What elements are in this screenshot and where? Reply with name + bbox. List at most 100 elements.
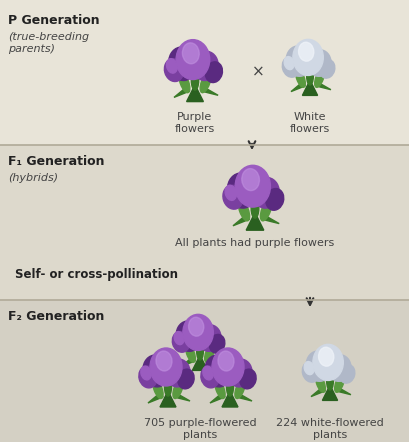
Bar	[0, 300, 409, 442]
Polygon shape	[321, 385, 337, 400]
Text: F₁ Generation: F₁ Generation	[8, 155, 104, 168]
Ellipse shape	[204, 344, 214, 362]
Polygon shape	[209, 393, 225, 403]
Ellipse shape	[307, 50, 330, 76]
Polygon shape	[192, 355, 207, 370]
Text: Purple
flowers: Purple flowers	[175, 112, 215, 133]
Ellipse shape	[285, 46, 310, 76]
Ellipse shape	[198, 325, 220, 351]
Text: F₂ Generation: F₂ Generation	[8, 310, 104, 323]
Ellipse shape	[211, 348, 243, 386]
Polygon shape	[173, 393, 189, 401]
Ellipse shape	[238, 200, 249, 221]
Ellipse shape	[214, 380, 225, 399]
Polygon shape	[173, 87, 189, 97]
Ellipse shape	[200, 366, 219, 388]
Polygon shape	[290, 82, 305, 91]
Polygon shape	[221, 391, 237, 407]
Ellipse shape	[227, 173, 256, 208]
Polygon shape	[148, 393, 163, 403]
Ellipse shape	[239, 369, 256, 389]
Polygon shape	[180, 357, 195, 366]
Ellipse shape	[318, 347, 333, 366]
Polygon shape	[186, 85, 203, 102]
Ellipse shape	[315, 374, 324, 392]
Polygon shape	[205, 357, 220, 365]
Bar	[0, 0, 409, 145]
Ellipse shape	[301, 362, 319, 382]
Ellipse shape	[176, 321, 200, 351]
Ellipse shape	[139, 366, 157, 388]
Ellipse shape	[141, 366, 151, 380]
Ellipse shape	[334, 374, 344, 392]
Polygon shape	[315, 82, 330, 90]
Ellipse shape	[260, 200, 271, 221]
Ellipse shape	[303, 362, 313, 375]
Ellipse shape	[306, 68, 312, 85]
Polygon shape	[310, 387, 324, 396]
Ellipse shape	[155, 351, 172, 371]
Text: 224 white-flowered
plants: 224 white-flowered plants	[275, 418, 383, 440]
Ellipse shape	[292, 39, 323, 76]
Ellipse shape	[235, 165, 270, 207]
Ellipse shape	[339, 364, 354, 383]
Ellipse shape	[176, 40, 209, 80]
Polygon shape	[261, 215, 279, 224]
Ellipse shape	[172, 332, 189, 352]
Ellipse shape	[143, 355, 169, 387]
Ellipse shape	[166, 59, 177, 73]
Polygon shape	[302, 80, 317, 95]
Polygon shape	[236, 393, 252, 401]
Ellipse shape	[150, 348, 182, 386]
Ellipse shape	[227, 359, 252, 387]
Text: (hybrids): (hybrids)	[8, 173, 58, 183]
Ellipse shape	[164, 59, 183, 81]
Ellipse shape	[241, 168, 259, 191]
Ellipse shape	[298, 42, 313, 61]
Ellipse shape	[252, 177, 279, 208]
Ellipse shape	[174, 332, 184, 345]
Polygon shape	[160, 391, 175, 407]
Ellipse shape	[222, 185, 243, 209]
Polygon shape	[232, 215, 249, 226]
Ellipse shape	[205, 62, 222, 83]
Polygon shape	[201, 87, 218, 95]
Ellipse shape	[188, 317, 203, 336]
Ellipse shape	[192, 51, 218, 80]
Ellipse shape	[191, 71, 198, 90]
Text: ×: ×	[251, 65, 264, 80]
Ellipse shape	[319, 59, 334, 78]
Ellipse shape	[312, 344, 342, 381]
Ellipse shape	[200, 73, 210, 93]
Ellipse shape	[196, 343, 203, 360]
Text: 705 purple-flowered
plants: 705 purple-flowered plants	[143, 418, 256, 440]
Bar	[0, 145, 409, 300]
Ellipse shape	[282, 57, 299, 77]
Ellipse shape	[225, 185, 236, 200]
Ellipse shape	[202, 366, 213, 380]
Ellipse shape	[295, 69, 305, 88]
Ellipse shape	[185, 344, 195, 362]
Ellipse shape	[314, 69, 324, 88]
Ellipse shape	[164, 378, 171, 396]
Polygon shape	[335, 387, 350, 395]
Ellipse shape	[234, 380, 245, 399]
Ellipse shape	[283, 57, 293, 70]
Ellipse shape	[182, 43, 199, 64]
Ellipse shape	[327, 355, 350, 381]
Ellipse shape	[226, 378, 233, 396]
Ellipse shape	[168, 47, 196, 80]
Ellipse shape	[204, 355, 231, 387]
Ellipse shape	[153, 380, 163, 399]
Ellipse shape	[306, 351, 330, 381]
Ellipse shape	[251, 198, 258, 218]
Polygon shape	[245, 213, 263, 230]
Ellipse shape	[173, 380, 183, 399]
Text: White
flowers: White flowers	[289, 112, 329, 133]
Ellipse shape	[182, 314, 213, 351]
Text: Self- or cross-pollination: Self- or cross-pollination	[15, 268, 178, 281]
Ellipse shape	[209, 335, 224, 353]
Ellipse shape	[179, 73, 189, 93]
Ellipse shape	[166, 359, 190, 387]
Ellipse shape	[178, 369, 194, 389]
